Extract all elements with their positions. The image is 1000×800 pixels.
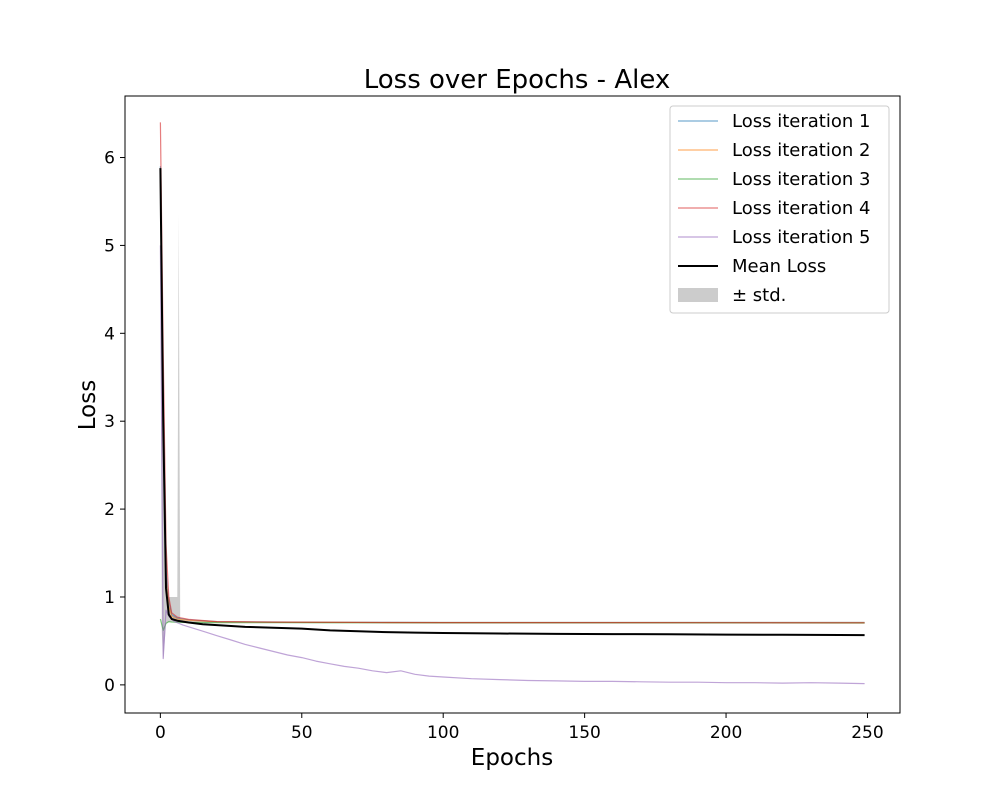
x-tick-label: 250 bbox=[851, 723, 883, 743]
legend: Loss iteration 1 Loss iteration 2 Loss ite… bbox=[669, 105, 890, 314]
legend-label: Loss iteration 2 bbox=[732, 140, 870, 161]
x-axis-label: Epochs bbox=[471, 745, 553, 771]
y-axis-label: Loss bbox=[75, 380, 101, 430]
y-tick-label: 6 bbox=[104, 149, 115, 169]
series-loss-iteration-4 bbox=[159, 122, 865, 624]
x-tick-label: 200 bbox=[710, 723, 742, 743]
y-tick-label: 3 bbox=[104, 412, 115, 432]
plot-frame bbox=[124, 95, 901, 714]
legend-label: Mean Loss bbox=[732, 256, 826, 277]
series-loss-iteration-5 bbox=[159, 245, 865, 685]
legend-label: Loss iteration 1 bbox=[732, 111, 870, 132]
y-tick-label: 4 bbox=[104, 324, 115, 344]
y-tick-label: 5 bbox=[104, 236, 115, 256]
chart-title: Loss over Epochs - Alex bbox=[364, 65, 671, 95]
axis-ticks: 0 50 100 150 200 250 0 1 2 3 4 5 6 bbox=[104, 149, 884, 743]
x-tick-label: 0 bbox=[155, 723, 166, 743]
plot-content bbox=[159, 122, 865, 685]
x-tick-label: 50 bbox=[291, 723, 313, 743]
legend-box bbox=[669, 105, 890, 314]
x-tick-label: 150 bbox=[568, 723, 600, 743]
x-tick-label: 100 bbox=[427, 723, 459, 743]
y-tick-label: 1 bbox=[104, 588, 115, 608]
legend-label: Loss iteration 4 bbox=[732, 198, 870, 219]
y-tick-label: 2 bbox=[104, 500, 115, 520]
legend-label: Loss iteration 3 bbox=[732, 169, 870, 190]
legend-label: ± std. bbox=[732, 285, 786, 306]
y-tick-label: 0 bbox=[104, 676, 115, 696]
legend-swatch-std bbox=[678, 288, 718, 302]
series-loss-iteration-3 bbox=[159, 618, 865, 632]
series-mean-loss bbox=[159, 168, 865, 637]
plot-area bbox=[159, 122, 865, 685]
legend-label: Loss iteration 5 bbox=[732, 227, 870, 248]
